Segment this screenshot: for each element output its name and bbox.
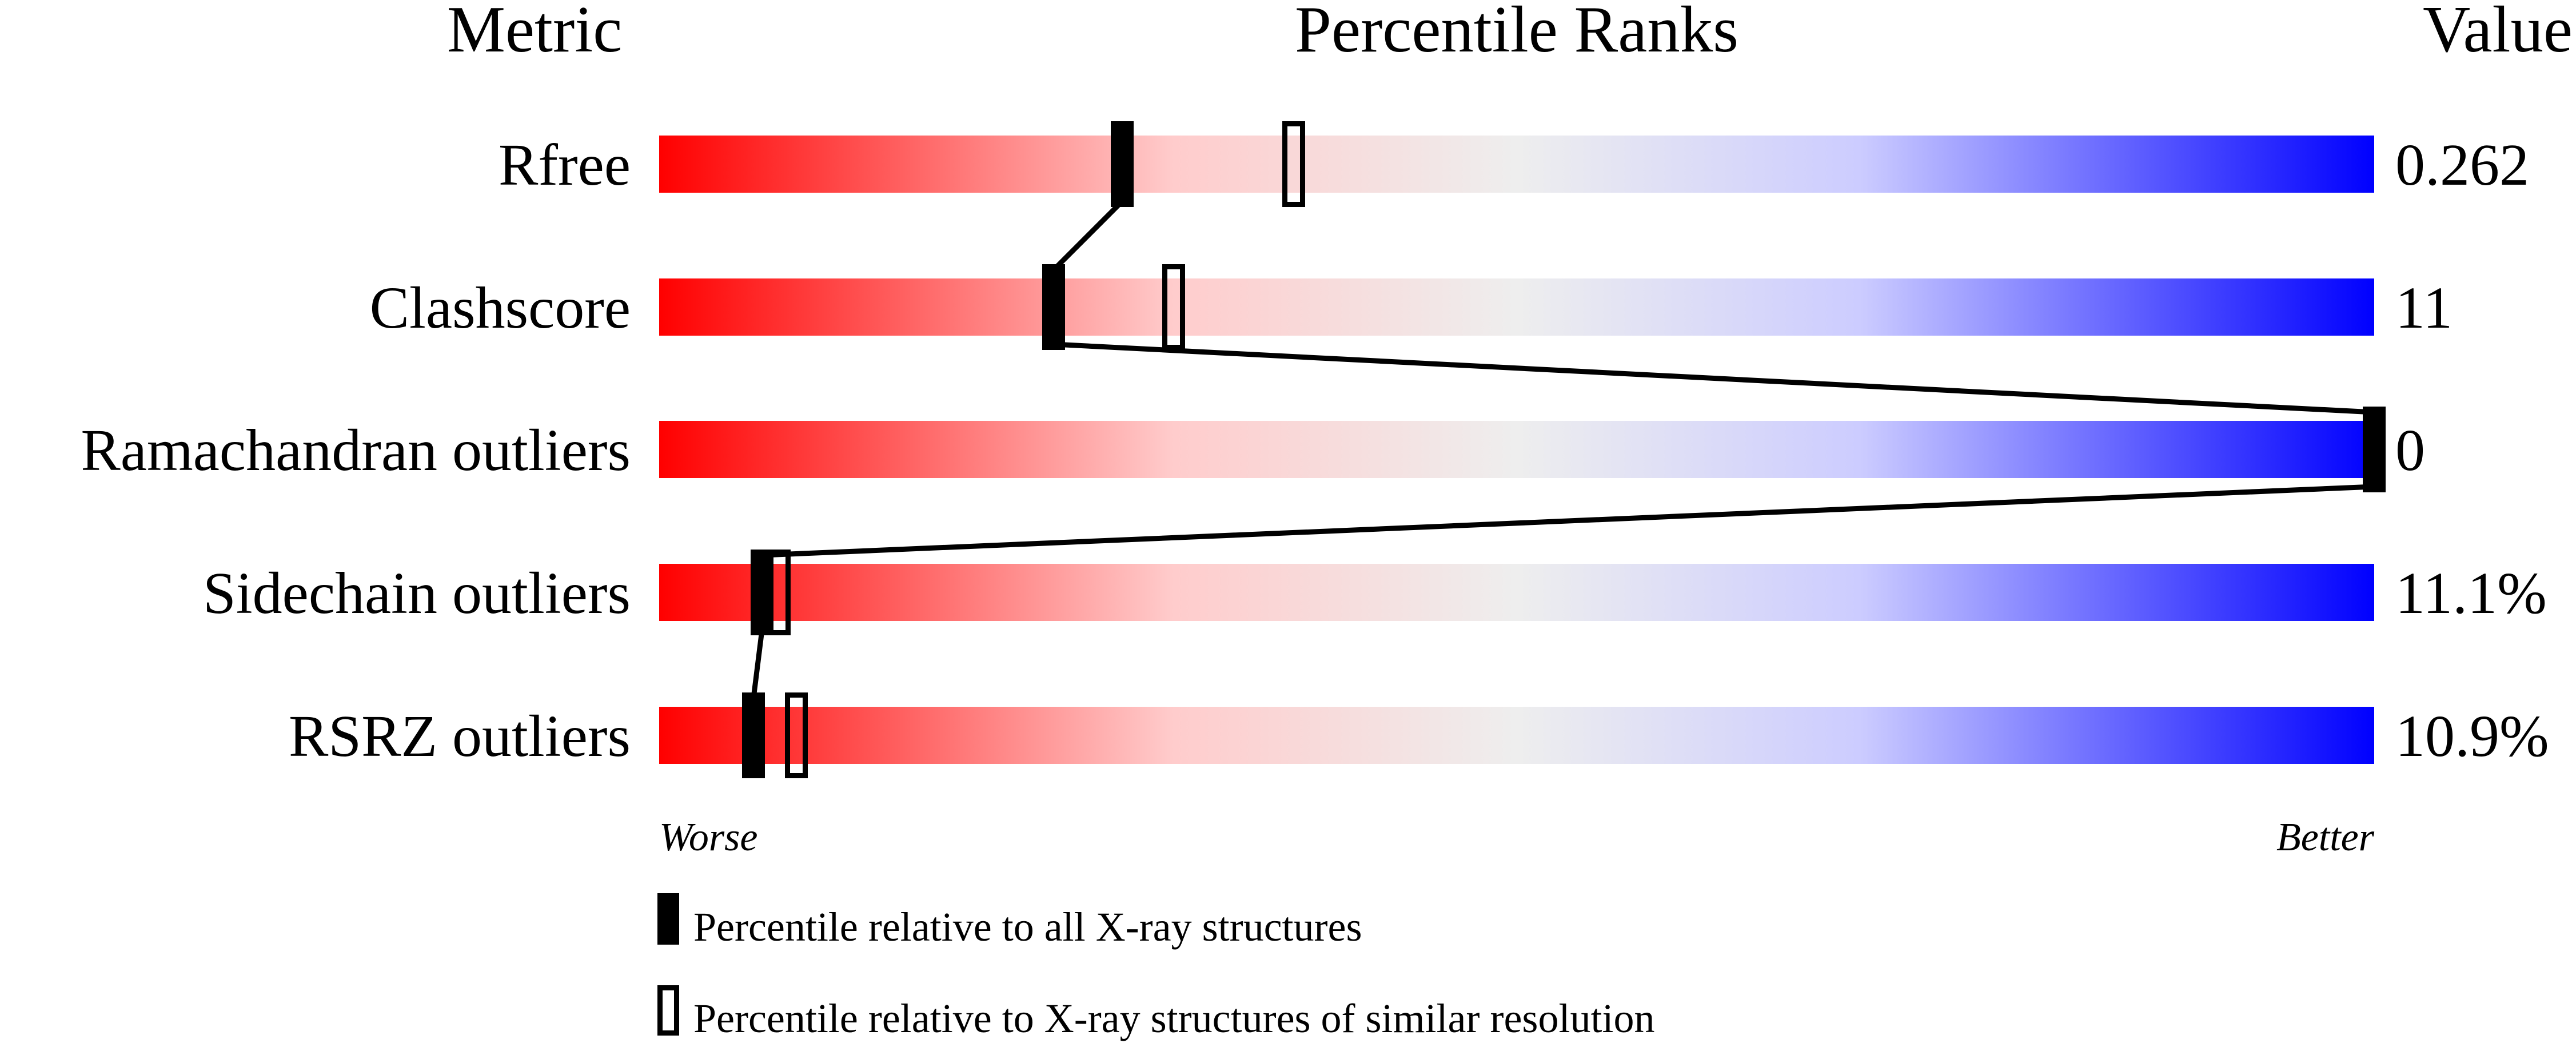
metric-label: Clashscore — [370, 275, 631, 341]
metric-label: RSRZ outliers — [289, 703, 631, 769]
metric-label: Rfree — [499, 132, 631, 198]
marker-all-structures — [742, 692, 765, 778]
legend-open-marker — [657, 985, 679, 1036]
marker-all-structures — [2363, 407, 2386, 492]
marker-similar-resolution — [1282, 121, 1305, 207]
legend-filled-marker — [657, 893, 679, 945]
metric-value: 11.1% — [2395, 560, 2547, 626]
header-percentile-ranks: Percentile Ranks — [1295, 0, 1738, 66]
axis-better-label: Better — [2276, 815, 2375, 859]
marker-all-structures — [751, 550, 773, 635]
metric-label: Ramachandran outliers — [81, 417, 631, 483]
metric-value: 0.262 — [2395, 132, 2529, 198]
header-metric: Metric — [447, 0, 623, 66]
metric-label: Sidechain outliers — [203, 560, 631, 626]
connector-line — [751, 629, 765, 699]
axis-worse-label: Worse — [659, 815, 757, 859]
percentile-bar — [659, 136, 2374, 193]
metric-value: 11 — [2395, 275, 2453, 341]
percentile-bar — [659, 564, 2374, 621]
marker-all-structures — [1042, 264, 1065, 350]
percentile-bar — [659, 421, 2374, 478]
metric-value: 10.9% — [2395, 703, 2549, 769]
metric-value: 0 — [2395, 417, 2425, 483]
connector-line — [761, 484, 2375, 558]
header-value: Value — [2423, 0, 2573, 66]
legend-filled-label: Percentile relative to all X-ray structu… — [693, 904, 1362, 950]
marker-all-structures — [1111, 121, 1134, 207]
marker-similar-resolution — [785, 692, 808, 778]
connector-line — [1051, 199, 1124, 272]
connector-line — [1053, 341, 2375, 415]
marker-similar-resolution — [1162, 264, 1185, 350]
percentile-bar — [659, 278, 2374, 336]
percentile-bar — [659, 707, 2374, 764]
legend-open-label: Percentile relative to X-ray structures … — [693, 996, 1654, 1041]
